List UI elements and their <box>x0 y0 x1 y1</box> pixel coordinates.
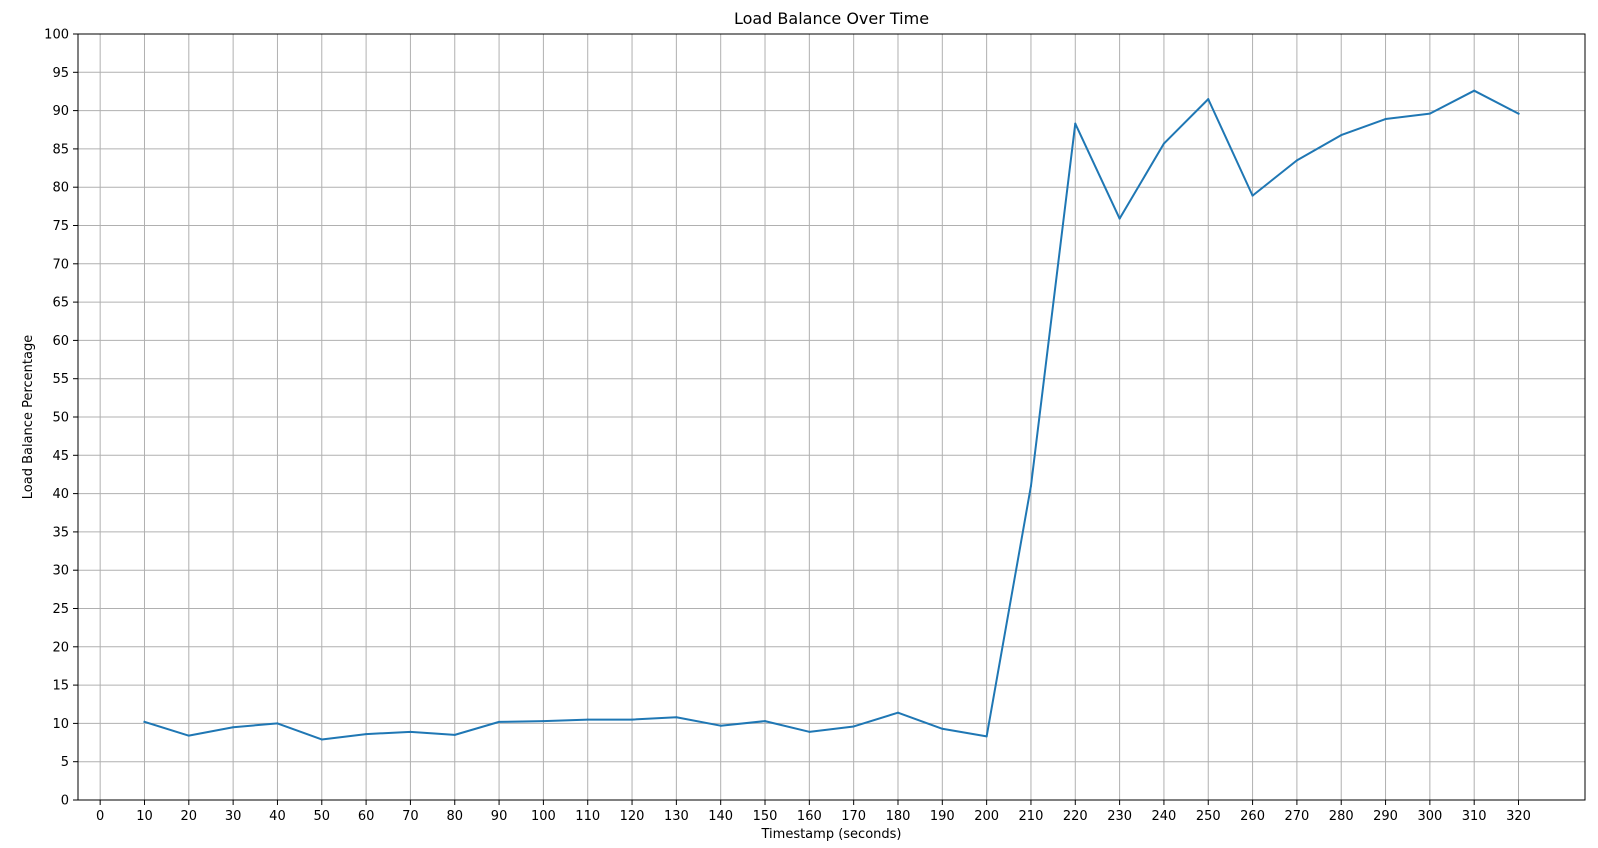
y-tick-label: 35 <box>52 525 69 540</box>
y-tick-label: 5 <box>61 755 69 770</box>
y-axis-label: Load Balance Percentage <box>21 335 36 499</box>
data-point <box>1384 118 1387 121</box>
data-point <box>1473 89 1476 92</box>
y-tick-label: 100 <box>44 28 69 43</box>
data-point <box>896 711 899 714</box>
data-point <box>1029 484 1032 487</box>
grid-layer <box>78 33 1585 801</box>
x-tick-label: 300 <box>1417 809 1442 824</box>
data-point <box>498 720 501 723</box>
data-point <box>1428 112 1431 115</box>
y-tick-label: 40 <box>52 487 69 502</box>
x-tick-label: 30 <box>225 809 242 824</box>
y-axis-ticks: 0 5 10 15 20 25 30 35 40 45 50 55 60 65 70 75 80 85 90 95 10… <box>44 28 78 809</box>
x-axis-ticks: 0 10 20 30 40 50 60 70 80 90 100 110 120 130 140 150 160… <box>96 800 1531 824</box>
x-tick-label: 40 <box>269 809 286 824</box>
x-tick-label: 130 <box>664 809 689 824</box>
data-point <box>1295 159 1298 162</box>
y-tick-label: 45 <box>52 449 69 464</box>
data-point <box>941 727 944 730</box>
y-tick-label: 10 <box>52 717 69 732</box>
x-tick-label: 210 <box>1019 809 1044 824</box>
data-point <box>719 724 722 727</box>
x-tick-label: 270 <box>1284 809 1309 824</box>
x-axis-label: Timestamp (seconds) <box>761 827 902 842</box>
y-tick-label: 25 <box>52 602 69 617</box>
x-tick-label: 0 <box>96 809 104 824</box>
y-tick-label: 15 <box>52 679 69 694</box>
x-tick-label: 100 <box>531 809 556 824</box>
x-tick-label: 110 <box>575 809 600 824</box>
x-tick-label: 310 <box>1462 809 1487 824</box>
x-tick-label: 10 <box>136 809 153 824</box>
data-point <box>143 720 146 723</box>
x-tick-label: 80 <box>446 809 463 824</box>
data-point <box>852 725 855 728</box>
y-tick-label: 55 <box>52 372 69 387</box>
y-tick-label: 85 <box>52 142 69 157</box>
y-tick-label: 95 <box>52 66 69 81</box>
x-tick-label: 280 <box>1329 809 1354 824</box>
data-point <box>1251 194 1254 197</box>
x-tick-label: 250 <box>1196 809 1221 824</box>
x-tick-label: 140 <box>708 809 733 824</box>
x-tick-label: 180 <box>886 809 911 824</box>
data-point <box>276 722 279 725</box>
y-tick-label: 90 <box>52 104 69 119</box>
data-point <box>365 733 368 736</box>
y-tick-label: 80 <box>52 181 69 196</box>
series-line <box>143 89 1520 741</box>
data-point <box>631 718 634 721</box>
x-tick-label: 170 <box>841 809 866 824</box>
x-tick-label: 290 <box>1373 809 1398 824</box>
y-tick-label: 20 <box>52 640 69 655</box>
data-point <box>320 738 323 741</box>
x-tick-label: 230 <box>1107 809 1132 824</box>
y-tick-label: 70 <box>52 257 69 272</box>
data-point <box>675 716 678 719</box>
data-point <box>232 726 235 729</box>
x-tick-label: 90 <box>491 809 508 824</box>
y-tick-label: 30 <box>52 564 69 579</box>
data-point <box>1340 134 1343 137</box>
y-tick-label: 60 <box>52 334 69 349</box>
series-layer <box>143 89 1520 741</box>
data-point <box>764 720 767 723</box>
x-tick-label: 70 <box>402 809 419 824</box>
x-tick-label: 50 <box>314 809 331 824</box>
x-tick-label: 60 <box>358 809 375 824</box>
data-point <box>808 730 811 733</box>
x-tick-label: 220 <box>1063 809 1088 824</box>
data-point <box>1074 122 1077 125</box>
x-tick-label: 240 <box>1152 809 1177 824</box>
data-point <box>1118 217 1121 220</box>
x-tick-label: 20 <box>181 809 198 824</box>
y-tick-label: 65 <box>52 296 69 311</box>
x-tick-label: 200 <box>974 809 999 824</box>
x-tick-label: 160 <box>797 809 822 824</box>
data-point <box>409 730 412 733</box>
data-point <box>1517 112 1520 115</box>
y-tick-label: 50 <box>52 411 69 426</box>
x-tick-label: 260 <box>1240 809 1265 824</box>
x-tick-label: 190 <box>930 809 955 824</box>
chart-title: Load Balance Over Time <box>734 9 929 28</box>
data-point <box>985 735 988 738</box>
data-point <box>187 734 190 737</box>
y-tick-label: 0 <box>61 794 69 809</box>
data-point <box>1162 142 1165 145</box>
x-tick-label: 120 <box>620 809 645 824</box>
x-tick-label: 150 <box>753 809 778 824</box>
data-point <box>453 733 456 736</box>
data-point <box>586 718 589 721</box>
y-tick-label: 75 <box>52 219 69 234</box>
x-tick-label: 320 <box>1506 809 1531 824</box>
data-point <box>1207 98 1210 101</box>
data-point <box>542 720 545 723</box>
